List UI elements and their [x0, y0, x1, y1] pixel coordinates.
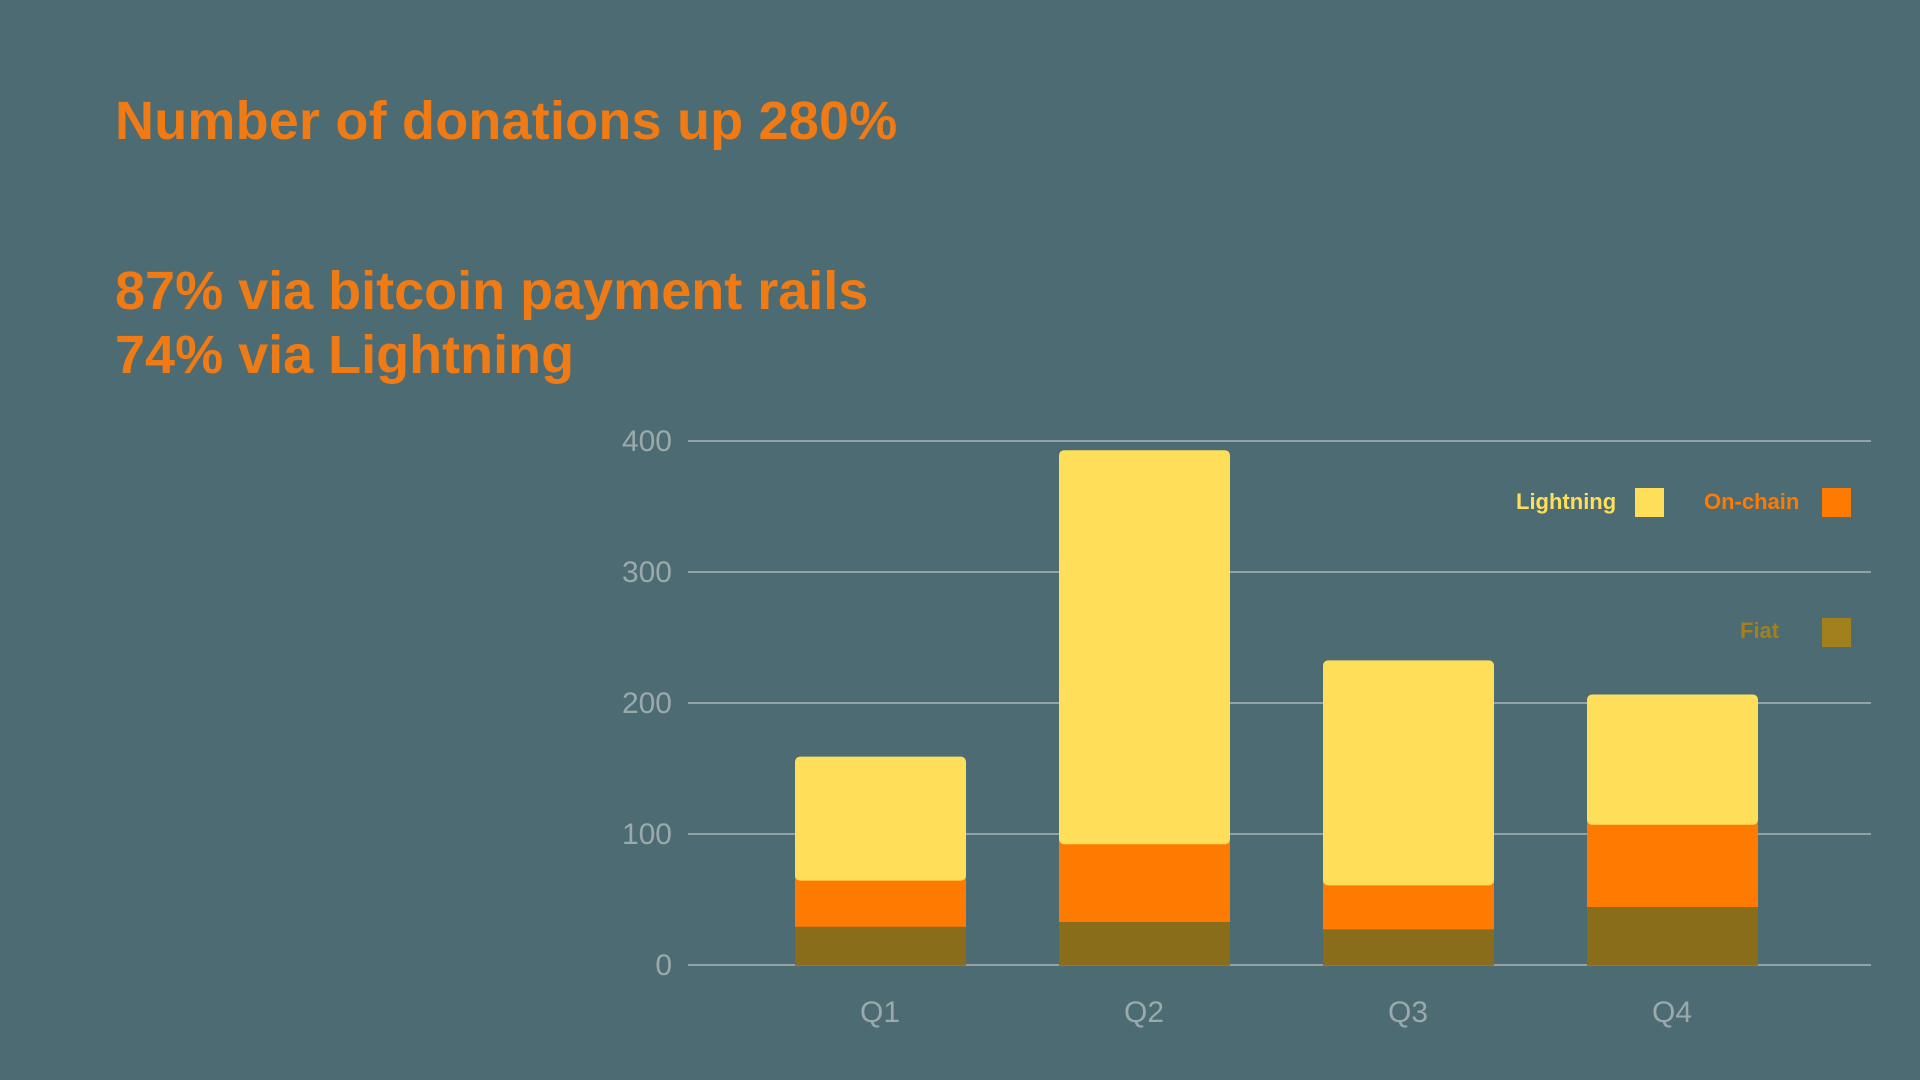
svg-text:Lightning: Lightning [1516, 489, 1616, 514]
svg-text:Fiat: Fiat [1740, 618, 1780, 643]
svg-text:200: 200 [622, 687, 672, 720]
svg-text:400: 400 [622, 425, 672, 458]
svg-text:Q1: Q1 [860, 996, 900, 1029]
svg-text:100: 100 [622, 818, 672, 851]
svg-text:On-chain: On-chain [1704, 489, 1799, 514]
svg-text:Q2: Q2 [1124, 996, 1164, 1029]
svg-text:300: 300 [622, 556, 672, 589]
svg-text:Q4: Q4 [1652, 996, 1692, 1029]
svg-text:0: 0 [655, 949, 672, 982]
svg-text:Q3: Q3 [1388, 996, 1428, 1029]
